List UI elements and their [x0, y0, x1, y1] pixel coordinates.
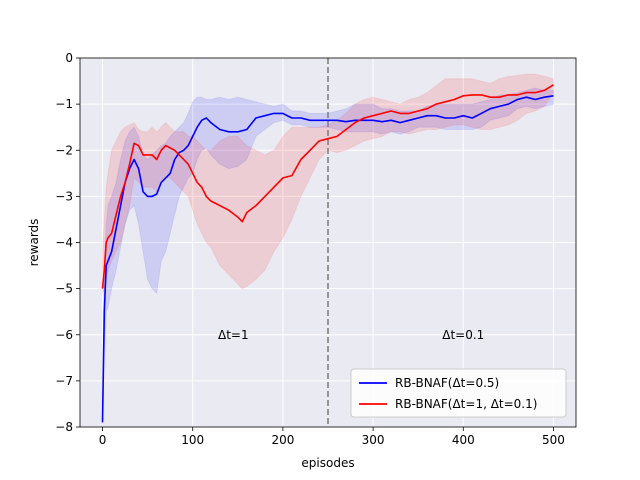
y-tick-label: −2: [55, 143, 73, 157]
y-tick-label: −6: [55, 328, 73, 342]
confidence-band-1: [102, 87, 554, 428]
y-tick-label: 0: [65, 51, 73, 65]
x-tick-label: 100: [181, 433, 204, 447]
x-axis-ticks: 0 100 200 300 400 500: [99, 427, 565, 447]
x-tick-label: 200: [271, 433, 294, 447]
x-tick-label: 0: [99, 433, 107, 447]
legend: RB-BNAF(Δt=0.5) RB-BNAF(Δt=1, Δt=0.1): [350, 368, 567, 418]
y-tick-label: −5: [55, 282, 73, 296]
x-tick-label: 400: [452, 433, 475, 447]
legend-label-1: RB-BNAF(Δt=0.5): [395, 376, 499, 390]
y-axis-label: rewards: [27, 219, 41, 267]
y-axis-ticks: −8 −7 −6 −5 −4 −3 −2 −1 0: [55, 51, 80, 434]
legend-box: [350, 368, 567, 418]
y-tick-label: −8: [55, 420, 73, 434]
series-lines: [101, 84, 554, 423]
annotations: Δt=1 Δt=0.1: [218, 328, 484, 342]
series-line-1: [101, 95, 554, 423]
annotation-1: Δt=1: [218, 328, 249, 342]
legend-label-2: RB-BNAF(Δt=1, Δt=0.1): [395, 397, 537, 411]
series-line-2: [101, 84, 554, 289]
y-tick-label: −3: [55, 189, 73, 203]
y-tick-label: −1: [55, 97, 73, 111]
x-tick-label: 500: [542, 433, 565, 447]
x-axis-label: episodes: [301, 456, 354, 470]
x-tick-label: 300: [362, 433, 385, 447]
annotation-2: Δt=0.1: [442, 328, 484, 342]
y-tick-label: −4: [55, 236, 73, 250]
y-tick-label: −7: [55, 374, 73, 388]
